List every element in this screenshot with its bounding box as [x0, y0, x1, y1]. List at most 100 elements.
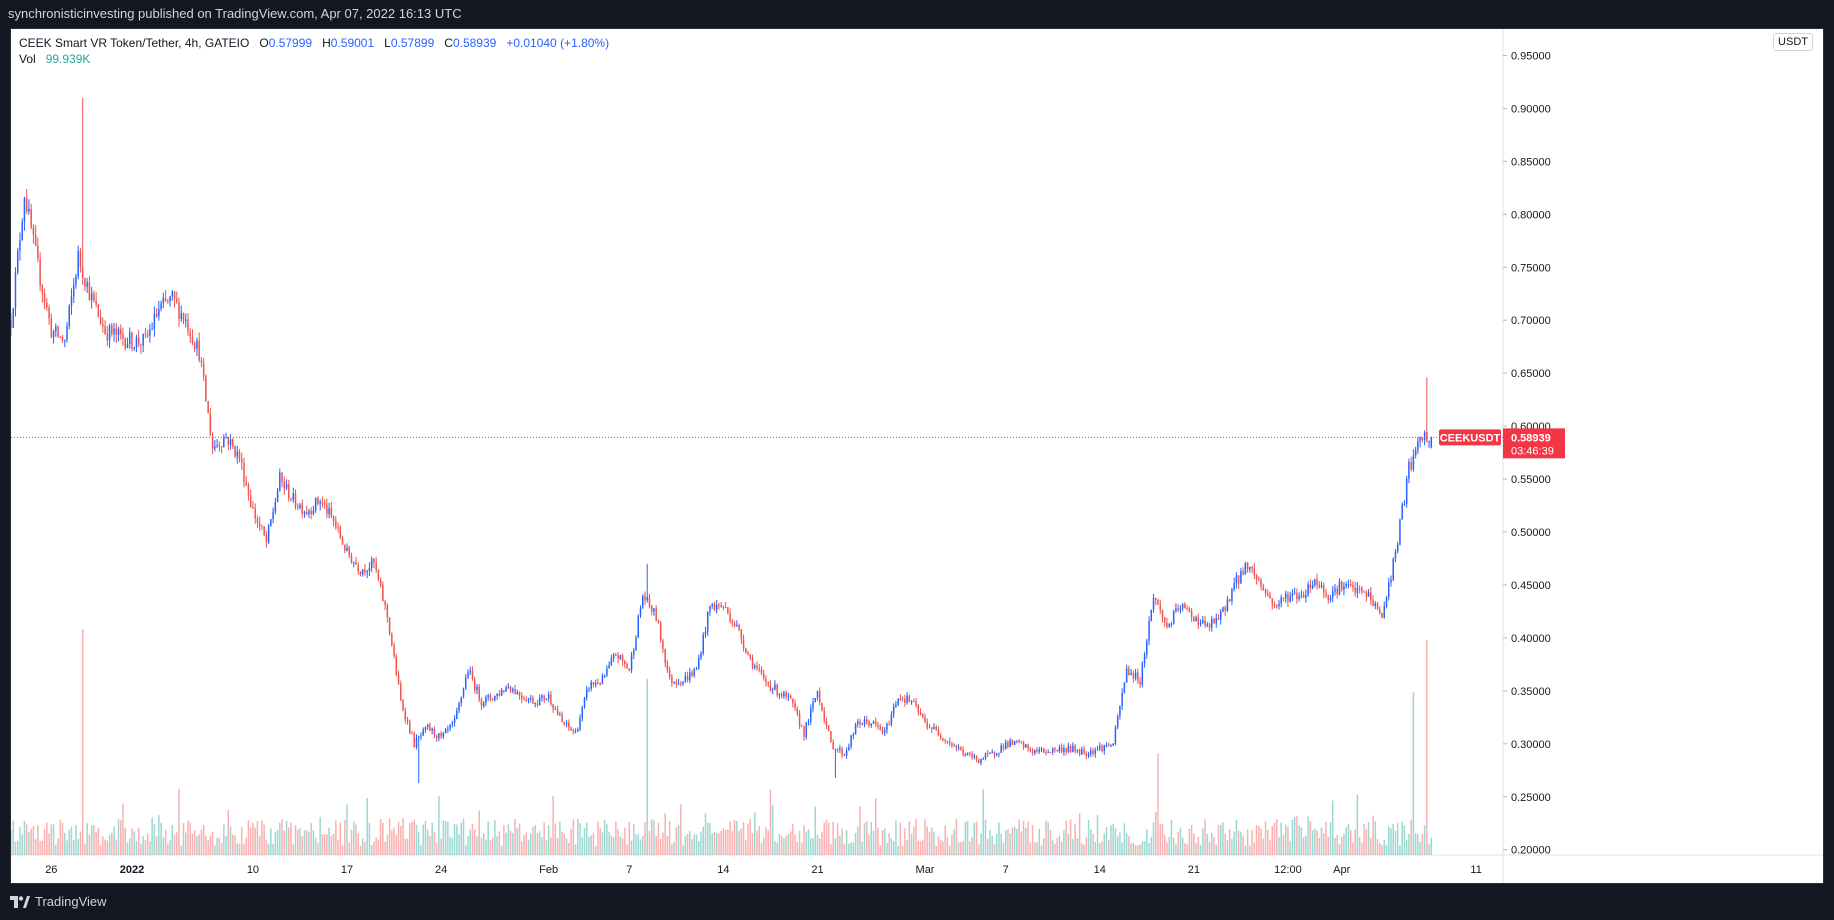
candle-body [906, 695, 908, 703]
volume-bar [104, 839, 106, 855]
candle-body [1370, 592, 1372, 601]
volume-bar [1302, 837, 1305, 855]
candle-body [552, 704, 554, 709]
volume-bar [1148, 842, 1150, 855]
candle-body [805, 722, 808, 738]
candle-body [1029, 748, 1032, 752]
volume-bar [1206, 833, 1209, 855]
volume-bar [476, 836, 478, 855]
volume-bar [97, 827, 100, 855]
volume-bar [198, 834, 200, 855]
volume-bar [171, 824, 174, 855]
volume-bar [733, 819, 736, 855]
candle-body [458, 702, 460, 711]
volume-bar [214, 845, 216, 855]
volume-bar [1063, 830, 1065, 855]
volume-bar [1215, 844, 1217, 855]
candle-body [1132, 673, 1135, 679]
volume-bar [144, 839, 147, 855]
volume-bar [1242, 835, 1244, 855]
volume-bar [1219, 824, 1222, 855]
candle-body [765, 678, 767, 683]
volume-bar [1428, 844, 1430, 855]
volume-label[interactable]: Vol [19, 52, 36, 66]
volume-bar [680, 804, 682, 855]
chart-pane[interactable]: 0.20000 0.25000 0.30000 0.35000 0.40000 0.450… [10, 28, 1824, 884]
candle-body [695, 668, 698, 670]
symbol-tag [1439, 429, 1501, 446]
candle-body [769, 684, 772, 691]
candle-body [731, 621, 734, 624]
volume-bar [650, 819, 653, 855]
volume-bar [149, 841, 151, 855]
candle-body [1298, 596, 1300, 599]
currency-unit-button[interactable]: USDT [1773, 33, 1813, 51]
candlestick-chart[interactable]: 0.20000 0.25000 0.30000 0.35000 0.40000 0.450… [11, 29, 1823, 883]
candle-body [722, 606, 725, 608]
candle-body [198, 340, 200, 361]
candle-body [543, 695, 545, 700]
volume-bar [832, 821, 834, 855]
candle-body [704, 631, 707, 635]
symbol-description[interactable]: CEEK Smart VR Token/Tether, 4h, GATEIO [19, 36, 250, 50]
candle-body [1390, 579, 1392, 583]
candle-body [187, 319, 189, 332]
candle-body [1399, 519, 1401, 545]
candle-body [671, 677, 673, 683]
candle-body [1385, 597, 1388, 607]
candle-body [276, 490, 279, 502]
volume-bar [1022, 820, 1025, 855]
volume-bar [1087, 819, 1090, 855]
volume-bar [409, 823, 411, 855]
candle-body [926, 722, 929, 728]
candle-body [545, 698, 548, 700]
candle-body [641, 595, 644, 609]
volume-bar [328, 827, 330, 855]
volume-bar [706, 822, 709, 855]
volume-bar [1352, 842, 1354, 855]
candle-body [155, 313, 158, 317]
candle-body [1354, 587, 1356, 593]
volume-bar [998, 822, 1000, 855]
volume-bar [525, 832, 528, 855]
candle-body [1394, 551, 1397, 559]
candle-body [895, 704, 897, 707]
candle-body [879, 726, 881, 730]
candle-body [666, 663, 669, 671]
candle-body [619, 655, 622, 659]
candle-body [447, 728, 449, 730]
volume-bar [715, 832, 718, 855]
volume-bar [709, 822, 711, 855]
volume-bar [1240, 832, 1242, 855]
volume-bar [868, 834, 870, 855]
volume-bar [456, 824, 458, 855]
tradingview-logo[interactable]: TradingView [10, 884, 107, 920]
x-tick-label: 11 [1470, 864, 1481, 876]
last-price-badge [1503, 428, 1565, 459]
candle-body [323, 502, 326, 505]
volume-bar [509, 830, 512, 855]
candle-body [106, 333, 109, 341]
volume-bar [88, 834, 91, 855]
candle-body [95, 301, 97, 305]
volume-bar [314, 837, 317, 855]
volume-bar [415, 824, 418, 855]
candle-body [225, 437, 227, 439]
volume-bar [308, 832, 310, 855]
candle-body [724, 606, 727, 608]
candle-body [178, 301, 180, 319]
candle-body [1193, 617, 1195, 622]
volume-bar [648, 830, 651, 855]
candle-body [321, 502, 324, 504]
volume-bar [1193, 833, 1195, 855]
candle-body [1172, 611, 1175, 624]
volume-bar [1376, 838, 1379, 855]
candle-body [1119, 706, 1121, 717]
volume-bar [700, 831, 702, 855]
volume-bar [713, 831, 716, 855]
volume-bar [326, 834, 328, 855]
candle-body [655, 608, 657, 621]
volume-bar [1121, 842, 1123, 855]
volume-bar [827, 822, 830, 855]
volume-bar [1197, 836, 1200, 855]
